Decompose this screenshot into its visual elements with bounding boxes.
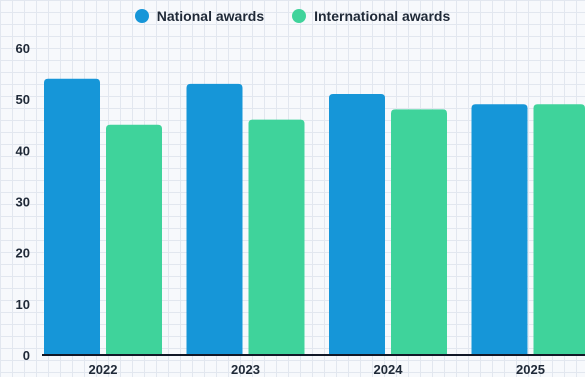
- bar-national-2022: [44, 78, 100, 355]
- x-tick-label: 2022: [89, 362, 118, 377]
- y-tick-label: 0: [23, 348, 30, 363]
- x-tick-label: 2023: [231, 362, 260, 377]
- y-tick-label: 60: [16, 41, 30, 56]
- legend-label-national: National awards: [156, 8, 265, 24]
- legend-swatch-international: [292, 9, 307, 23]
- legend-item-international: International awards: [292, 8, 450, 24]
- bar-national-2025: [471, 104, 528, 356]
- y-tick-label: 10: [16, 297, 30, 312]
- legend-swatch-national: [134, 9, 149, 23]
- legend-item-national: National awards: [134, 8, 265, 24]
- x-tick-label: 2025: [516, 362, 545, 377]
- y-tick-label: 40: [16, 143, 30, 158]
- legend-label-international: International awards: [314, 8, 451, 24]
- x-tick-label: 2024: [374, 362, 404, 377]
- y-tick-label: 50: [16, 92, 30, 107]
- y-tick-label: 30: [16, 195, 30, 210]
- bar-international-2025: [533, 104, 585, 356]
- chart-legend: National awards International awards: [0, 8, 585, 24]
- bar-national-2023: [186, 83, 243, 356]
- bar-international-2022: [106, 124, 162, 355]
- bar-international-2024: [391, 109, 447, 356]
- bar-national-2024: [329, 94, 385, 356]
- y-tick-label: 20: [16, 246, 30, 261]
- bar-international-2023: [248, 119, 305, 355]
